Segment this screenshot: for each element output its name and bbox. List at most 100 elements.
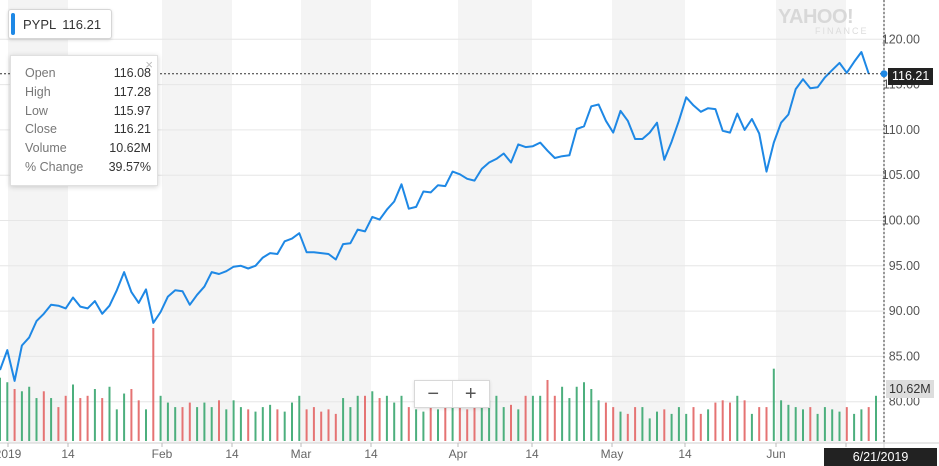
x-tick-label: 14 xyxy=(525,447,539,461)
crosshair-price-label: 116.21 xyxy=(888,68,934,85)
tooltip-value: 115.97 xyxy=(113,103,151,118)
volume-bar xyxy=(101,398,104,441)
volume-bar xyxy=(108,386,111,441)
volume-bar xyxy=(802,409,804,441)
volume-bar xyxy=(137,400,140,441)
volume-bar xyxy=(232,400,235,441)
volume-bar xyxy=(13,389,16,441)
volume-bar xyxy=(188,402,191,441)
tooltip-value: 39.57% xyxy=(108,159,151,174)
tooltip-row-open: Open 116.08 xyxy=(25,64,151,83)
volume-bar xyxy=(473,400,476,441)
volume-bar xyxy=(115,409,118,441)
volume-bar xyxy=(437,409,439,441)
volume-bar xyxy=(393,402,396,441)
y-tick-label: 95.00 xyxy=(889,259,920,273)
crosshair xyxy=(0,0,888,443)
volume-bar xyxy=(247,409,250,441)
volume-bar xyxy=(590,389,593,441)
volume-bar xyxy=(86,395,89,441)
volume-bar xyxy=(415,409,418,441)
price-line xyxy=(0,51,870,382)
volume-bar xyxy=(239,407,242,441)
y-tick-label: 110.00 xyxy=(883,123,920,137)
volume-bar xyxy=(28,386,31,441)
x-tick-label: 14 xyxy=(225,447,239,461)
x-tick-label: Apr xyxy=(449,447,468,461)
volume-bar xyxy=(488,400,491,441)
volume-bar xyxy=(634,407,637,441)
volume-bar xyxy=(692,407,695,441)
volume-bar xyxy=(480,398,483,441)
volume-bars xyxy=(0,328,877,441)
volume-bar xyxy=(42,391,45,441)
volume-bar xyxy=(685,413,688,441)
period-band xyxy=(162,0,232,443)
tooltip-label: % Change xyxy=(25,159,84,174)
tooltip-label: Low xyxy=(25,103,48,118)
volume-bar xyxy=(123,393,126,441)
volume-bar xyxy=(451,404,454,441)
period-band xyxy=(301,0,371,443)
x-tick-label: May xyxy=(601,447,624,461)
volume-bar xyxy=(750,413,753,441)
watermark-logo: YAHOO! xyxy=(778,6,854,28)
volume-bar xyxy=(583,382,585,441)
volume-bar xyxy=(626,413,629,441)
volume-bar xyxy=(663,409,666,441)
volume-bar xyxy=(159,395,162,441)
volume-bar xyxy=(72,384,74,441)
volume-bar xyxy=(860,409,863,441)
ohlc-tooltip: × Open 116.08 High 117.28 Low 115.97 Clo… xyxy=(10,55,158,186)
tooltip-label: High xyxy=(25,84,51,99)
tooltip-row-volume: Volume 10.62M xyxy=(25,139,151,158)
x-tick-label: 2019 xyxy=(0,447,22,461)
zoom-control: − + xyxy=(414,380,490,408)
x-tick-label: Feb xyxy=(152,447,173,461)
zoom-in-button[interactable]: + xyxy=(451,381,490,407)
volume-bar xyxy=(838,411,841,441)
volume-bar xyxy=(772,368,775,441)
tooltip-label: Close xyxy=(25,122,57,137)
volume-bar xyxy=(758,407,761,441)
tooltip-label: Volume xyxy=(25,141,67,156)
volume-bar xyxy=(736,395,739,441)
volume-bar xyxy=(553,395,556,441)
close-icon[interactable]: × xyxy=(145,57,153,72)
volume-bar xyxy=(809,407,812,441)
crosshair-point xyxy=(880,70,888,78)
volume-bar xyxy=(327,409,330,441)
volume-bar xyxy=(831,409,834,441)
volume-bar xyxy=(378,398,381,441)
volume-bar xyxy=(539,395,542,441)
volume-bar xyxy=(546,379,549,441)
volume-bar xyxy=(495,395,498,441)
volume-bar xyxy=(765,407,768,441)
volume-bar xyxy=(276,409,279,441)
x-tick-label: 14 xyxy=(61,447,75,461)
volume-bar xyxy=(218,400,220,441)
volume-bar xyxy=(517,409,520,441)
volume-bar xyxy=(502,407,505,441)
x-tick-label: 14 xyxy=(364,447,378,461)
price-series-line xyxy=(0,51,870,382)
tooltip-value: 117.28 xyxy=(113,84,151,99)
period-band xyxy=(776,0,846,443)
volume-bar xyxy=(93,389,96,441)
zoom-out-button[interactable]: − xyxy=(427,382,440,405)
volume-bar xyxy=(823,407,826,441)
volume-bar xyxy=(561,386,564,441)
tooltip-row-close: Close 116.21 xyxy=(25,120,151,139)
symbol-legend[interactable]: PYPL 116.21 xyxy=(8,9,113,39)
volume-bar xyxy=(225,409,228,441)
legend-price: 116.21 xyxy=(62,16,102,32)
volume-bar xyxy=(568,398,571,441)
y-tick-label: 105.00 xyxy=(882,168,920,182)
tooltip-value: 116.21 xyxy=(113,122,151,137)
volume-bar xyxy=(385,395,388,441)
volume-bar xyxy=(743,400,746,441)
x-tick-label: Jun xyxy=(766,447,785,461)
volume-bar xyxy=(714,402,717,441)
volume-bar xyxy=(79,398,82,441)
